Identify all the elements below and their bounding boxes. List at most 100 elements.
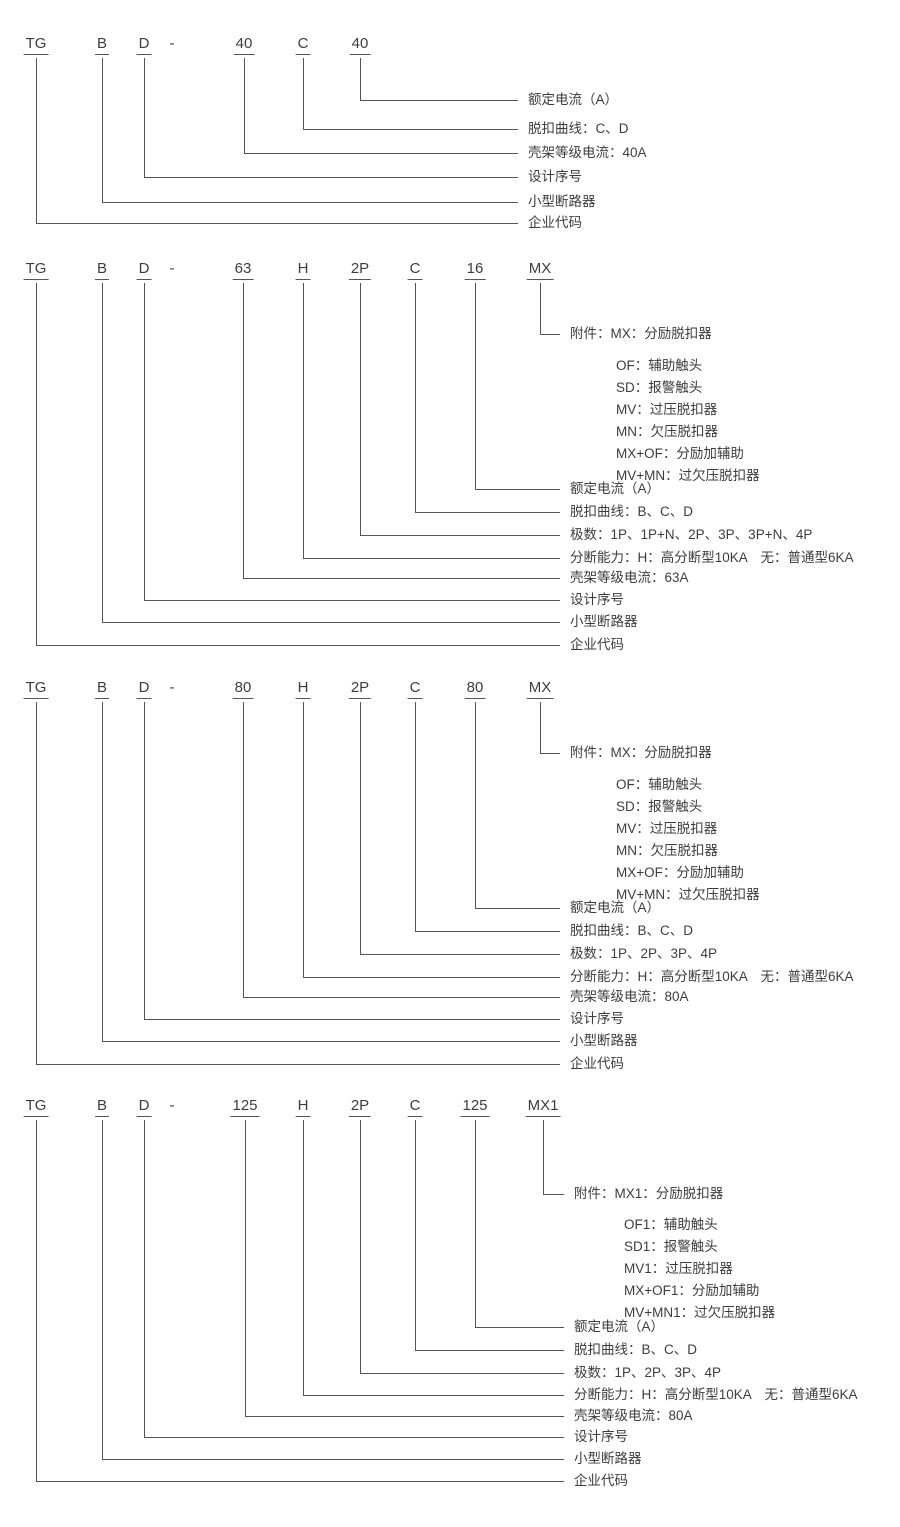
model-code-token-text: TG [23,261,49,280]
leader-line [144,177,518,178]
leader-label: 脱扣曲线：C、D [528,121,629,136]
leader-line [540,334,560,335]
leader-label: 额定电流（A） [574,1319,665,1334]
leader-label: 极数：1P、1P+N、2P、3P、3P+N、4P [570,527,813,542]
accessory-item: MV+MN：过欠压脱扣器 [616,887,760,902]
model-code-token-text: 2P [348,680,372,699]
model-code-token: - [168,261,177,279]
leader-label: 设计序号 [574,1429,628,1444]
leader-label: 额定电流（A） [570,481,661,496]
leader-label: 分断能力：H：高分断型10KA 无：普通型6KA [570,550,854,565]
leader-label: 壳架等级电流：80A [570,989,689,1004]
model-code-token: 2P [348,1098,372,1117]
model-code-token-text: C [407,680,423,699]
leader-stem [415,283,416,512]
model-code-token: B [94,680,110,699]
model-code-token: MX [526,261,554,280]
model-code-token-text: H [295,1098,311,1117]
leader-line [543,1194,564,1195]
leader-stem [36,702,37,1064]
leader-line [475,908,560,909]
model-code-token: 40 [233,36,255,55]
leader-label: 企业代码 [570,1056,624,1071]
leader-line [243,578,560,579]
leader-line [102,1041,560,1042]
model-code-token-text: - [169,35,175,52]
leader-stem [540,283,541,334]
model-code-token: 63 [232,261,254,280]
model-code-token: D [136,261,152,280]
leader-stem [360,702,361,954]
leader-stem [245,1120,246,1416]
accessory-item: MV+MN1：过欠压脱扣器 [624,1305,776,1320]
leader-line [36,1481,564,1482]
leader-line [540,753,560,754]
leader-stem [303,702,304,977]
model-code-token-text: 125 [460,1098,490,1117]
leader-line [36,645,560,646]
leader-stem [475,702,476,908]
leader-stem [303,58,304,129]
leader-line [245,1416,564,1417]
leader-line [360,100,518,101]
model-code-token: - [168,36,177,54]
model-code-token: B [94,1098,110,1117]
accessory-item: OF：辅助触头 [616,777,703,792]
model-code-token: C [407,680,423,699]
leader-stem [303,1120,304,1395]
leader-stem [243,283,244,578]
leader-stem [36,1120,37,1481]
model-code-token: 16 [464,261,486,280]
model-code-token-text: 125 [230,1098,260,1117]
leader-label: 企业代码 [574,1473,628,1488]
model-code-token: H [295,261,311,280]
leader-stem [543,1120,544,1194]
leader-stem [415,702,416,931]
accessory-item: OF1：辅助触头 [624,1217,718,1232]
leader-line [144,1437,564,1438]
leader-line [303,977,560,978]
leader-label: 附件：MX：分励脱扣器 [570,745,712,760]
model-code-token: C [295,36,311,55]
model-code-token: C [407,261,423,280]
leader-stem [102,58,103,202]
leader-line [102,622,560,623]
leader-line [303,1395,564,1396]
accessory-item: MV：过压脱扣器 [616,402,718,417]
leader-stem [144,283,145,600]
leader-label: 极数：1P、2P、3P、4P [574,1365,722,1380]
leader-label: 壳架等级电流：63A [570,570,689,585]
model-code-token: 80 [464,680,486,699]
model-code-token-text: 2P [348,1098,372,1117]
model-code-token-text: - [169,1097,175,1114]
leader-stem [244,58,245,153]
leader-label: 小型断路器 [570,614,638,629]
model-code-token: H [295,1098,311,1117]
leader-label: 分断能力：H：高分断型10KA 无：普通型6KA [574,1387,858,1402]
leader-stem [475,283,476,489]
model-code-token-text: MX1 [525,1098,561,1117]
leader-label: 设计序号 [570,1011,624,1026]
leader-label: 附件：MX1：分励脱扣器 [574,1186,724,1201]
model-code-token-text: C [295,36,311,55]
accessory-item: MN：欠压脱扣器 [616,843,718,858]
model-code-token-text: B [94,36,110,55]
model-code-token-text: MX [526,261,554,280]
accessory-item: SD：报警触头 [616,380,703,395]
leader-stem [36,58,37,223]
model-code-token-text: D [136,261,152,280]
model-code-token-text: H [295,680,311,699]
model-code-token: TG [23,680,49,699]
leader-stem [540,702,541,753]
model-code-token-text: D [136,1098,152,1117]
leader-label: 极数：1P、2P、3P、4P [570,946,718,961]
leader-label: 设计序号 [528,169,582,184]
model-code-token: 2P [348,261,372,280]
leader-line [415,1350,564,1351]
leader-label: 企业代码 [570,637,624,652]
leader-label: 小型断路器 [570,1033,638,1048]
leader-stem [360,1120,361,1373]
model-code-token: TG [23,1098,49,1117]
accessory-item: MV：过压脱扣器 [616,821,718,836]
